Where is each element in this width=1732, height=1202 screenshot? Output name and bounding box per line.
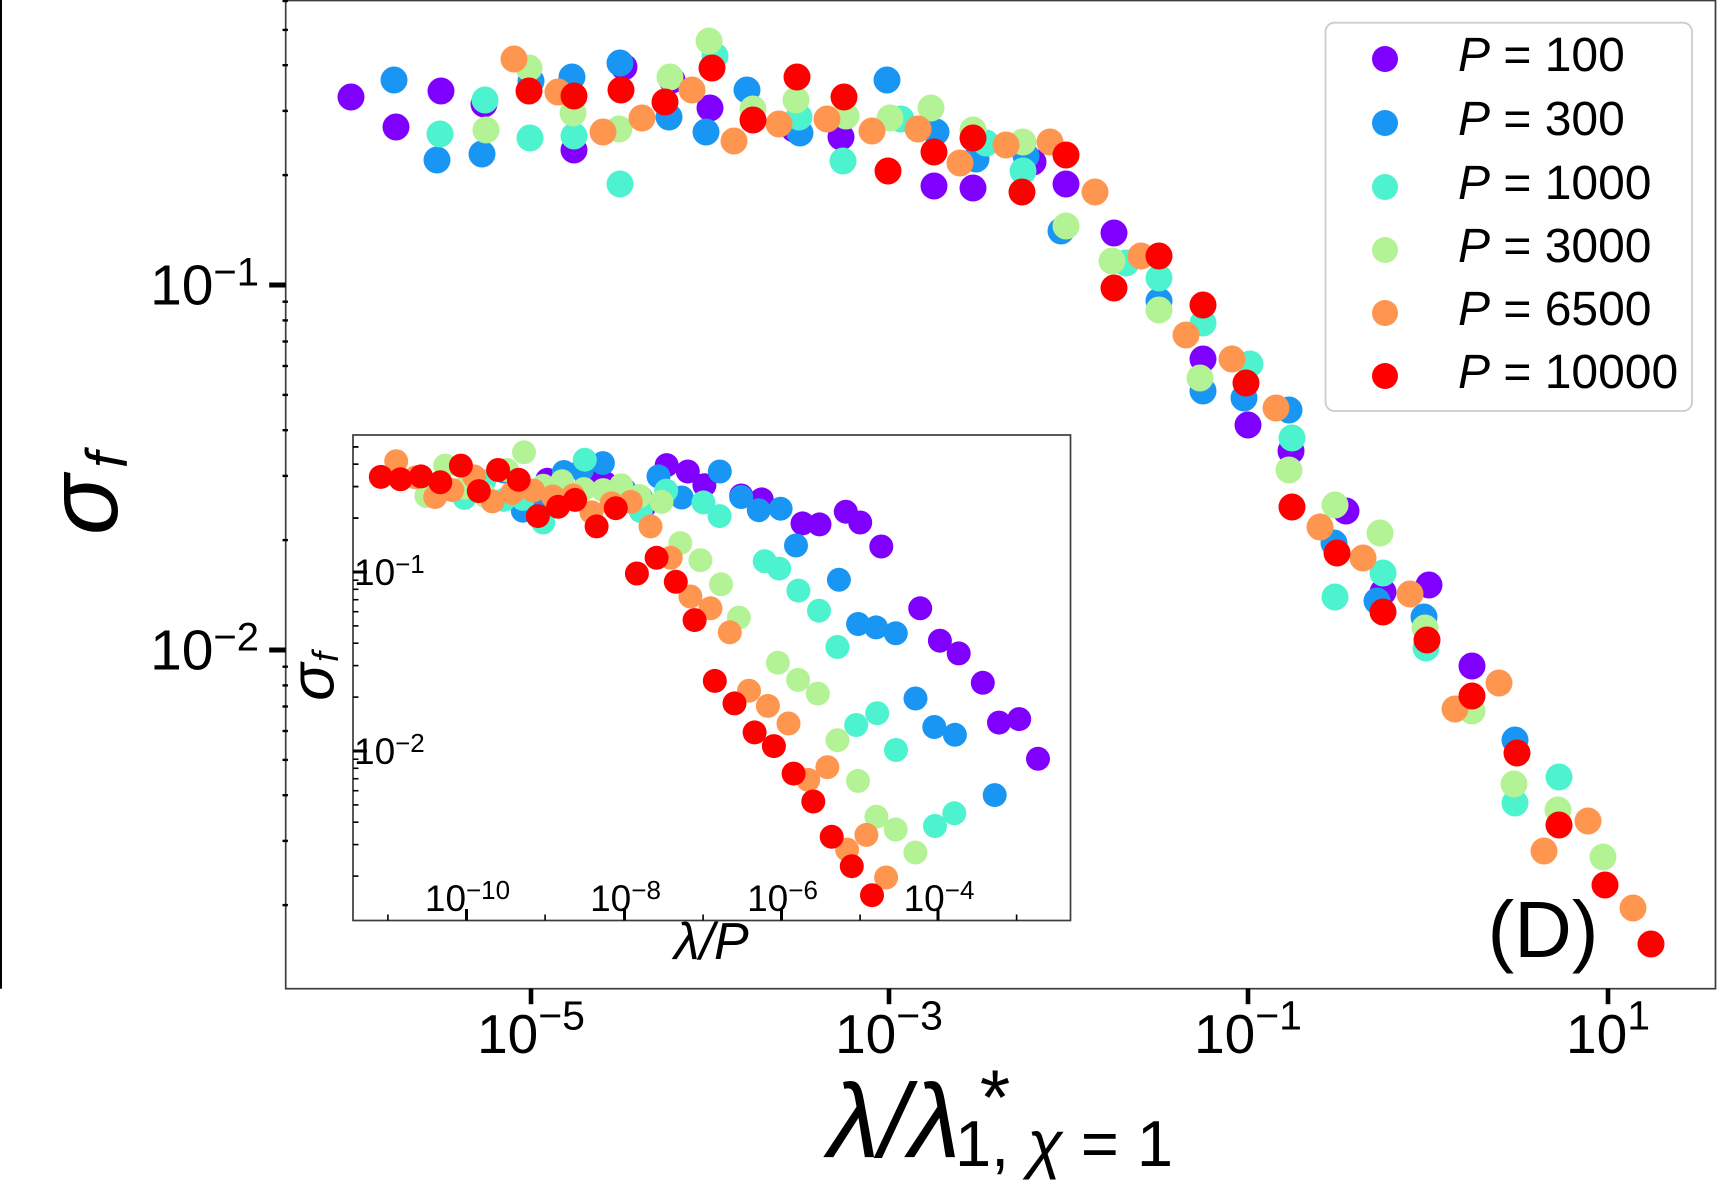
svg-text:10: 10 xyxy=(590,878,631,919)
svg-text:−2: −2 xyxy=(395,728,425,758)
svg-text:λ/P: λ/P xyxy=(671,913,749,971)
svg-text:P = 3000: P = 3000 xyxy=(1458,220,1652,273)
svg-text:10: 10 xyxy=(150,254,213,318)
svg-text:10: 10 xyxy=(747,878,788,919)
svg-text:P = 6500: P = 6500 xyxy=(1458,283,1652,336)
svg-text:10: 10 xyxy=(425,878,466,919)
svg-text:10: 10 xyxy=(150,619,213,683)
svg-text:1, χ = 1: 1, χ = 1 xyxy=(955,1107,1173,1180)
svg-text:P = 1000: P = 1000 xyxy=(1458,157,1652,210)
svg-text:−8: −8 xyxy=(631,875,661,905)
svg-text:10: 10 xyxy=(354,552,395,593)
svg-text:σ: σ xyxy=(279,661,348,701)
svg-text:−5: −5 xyxy=(538,993,585,1039)
svg-text:1: 1 xyxy=(1627,993,1650,1039)
svg-text:10: 10 xyxy=(1566,1003,1627,1065)
svg-text:P = 100: P = 100 xyxy=(1458,29,1625,82)
svg-text:−6: −6 xyxy=(788,875,818,905)
svg-text:λ/λ: λ/λ xyxy=(823,1063,961,1180)
svg-text:−4: −4 xyxy=(945,875,975,905)
svg-text:10: 10 xyxy=(354,731,395,772)
svg-text:−1: −1 xyxy=(213,251,259,295)
svg-text:−1: −1 xyxy=(1255,993,1302,1039)
svg-text:−10: −10 xyxy=(466,875,510,905)
svg-text:10: 10 xyxy=(835,1003,896,1065)
svg-text:−2: −2 xyxy=(213,616,259,660)
svg-text:P = 300: P = 300 xyxy=(1458,93,1625,146)
svg-text:σ: σ xyxy=(27,471,139,535)
svg-text:10: 10 xyxy=(477,1003,538,1065)
svg-text:(D): (D) xyxy=(1487,885,1598,974)
svg-text:10: 10 xyxy=(904,878,945,919)
svg-text:−3: −3 xyxy=(896,993,943,1039)
svg-text:*: * xyxy=(980,1053,1010,1141)
svg-text:P = 10000: P = 10000 xyxy=(1458,346,1678,399)
svg-text:10: 10 xyxy=(1194,1003,1255,1065)
svg-text:−1: −1 xyxy=(395,549,425,579)
